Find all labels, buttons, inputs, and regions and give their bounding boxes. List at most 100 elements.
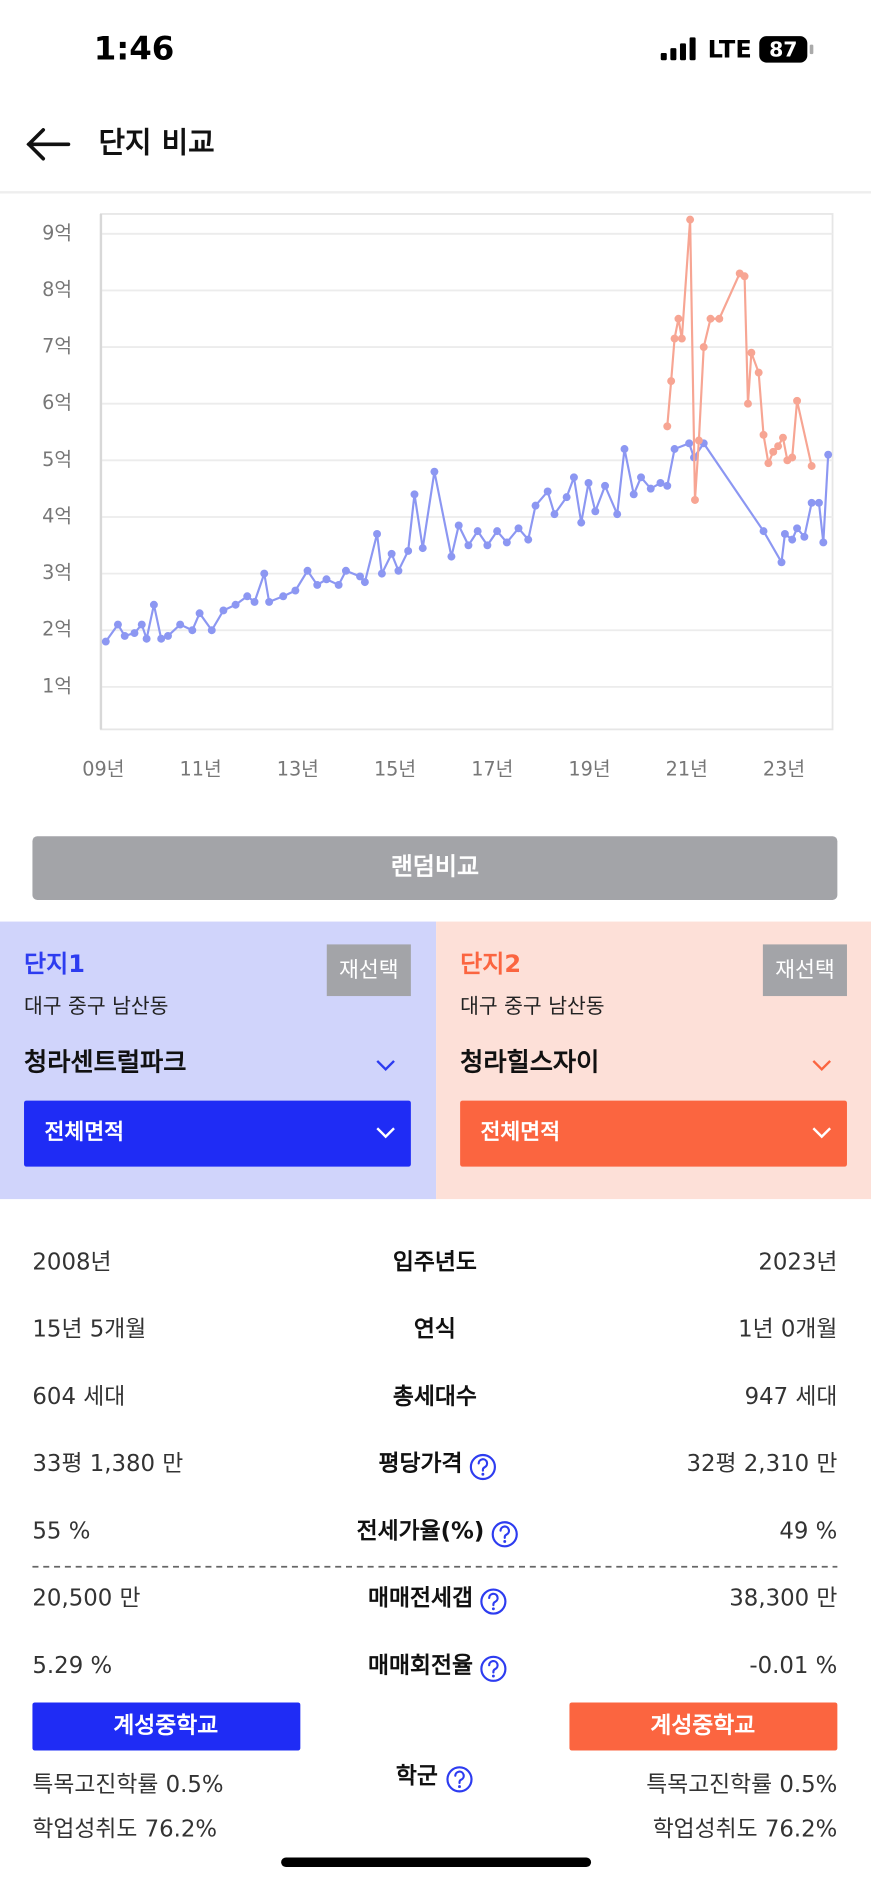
data-point	[550, 510, 559, 519]
data-point	[744, 399, 752, 408]
data-point	[764, 459, 773, 468]
data-point	[377, 569, 386, 578]
complex-name[interactable]: 청라센트럴파크	[24, 1047, 186, 1076]
help-glyph	[499, 1525, 511, 1539]
row-left: 55 %	[32, 1518, 90, 1544]
y-tick-label: 6억	[42, 391, 72, 414]
y-tick-label: 9억	[42, 221, 72, 244]
random-button-label: 랜덤비교	[391, 853, 479, 881]
data-point	[418, 544, 427, 553]
area-dropdown[interactable]	[24, 1100, 411, 1167]
data-point	[356, 572, 364, 581]
help-icon[interactable]	[491, 1521, 518, 1548]
y-tick-label: 5억	[42, 448, 72, 471]
y-tick-label: 8억	[42, 278, 72, 301]
data-point	[774, 442, 783, 451]
comparison-table: 2008년 2023년 입주년도 15년 5개월 1년 0개월 연식 604 세대 947 세…	[32, 1249, 837, 1682]
row-label: 입주년도	[393, 1249, 477, 1275]
data-point	[779, 433, 787, 442]
data-point	[613, 510, 622, 519]
school-badge	[32, 1702, 301, 1751]
data-point	[793, 396, 802, 405]
reselect-label: 재선택	[339, 958, 399, 983]
help-glyph	[488, 1660, 499, 1674]
row-right: 49 %	[779, 1518, 837, 1544]
data-point	[120, 631, 129, 640]
data-point	[715, 314, 724, 323]
help-circle	[491, 1521, 518, 1548]
data-point	[279, 592, 288, 601]
help-dot	[481, 1472, 485, 1476]
back-button[interactable]	[26, 128, 71, 161]
data-point	[387, 549, 396, 558]
row-left: 5.29 %	[32, 1653, 112, 1679]
data-point	[706, 314, 715, 323]
reselect-button[interactable]	[326, 944, 411, 997]
data-point	[188, 626, 197, 635]
random-button[interactable]	[32, 836, 838, 900]
row-label: 연식	[414, 1317, 456, 1343]
help-icon[interactable]	[480, 1655, 507, 1682]
data-point	[780, 529, 789, 538]
chevron	[812, 1127, 832, 1139]
data-point	[670, 445, 679, 453]
data-point	[149, 600, 158, 609]
data-point	[800, 532, 809, 541]
data-point	[464, 541, 473, 550]
data-point	[250, 597, 259, 606]
data-point	[740, 272, 749, 281]
complex-label: 단지1	[24, 950, 85, 978]
help-dot	[491, 1607, 495, 1611]
data-point	[694, 436, 703, 445]
data-point	[677, 334, 686, 343]
y-tick-label: 2억	[42, 618, 72, 641]
help-icon[interactable]	[446, 1766, 473, 1793]
data-point	[291, 586, 300, 595]
row-label: 매매회전율	[368, 1653, 473, 1679]
help-icon[interactable]	[480, 1588, 507, 1615]
data-point	[674, 314, 683, 323]
x-tick-label: 21년	[666, 758, 708, 781]
data-point	[157, 634, 166, 643]
data-point	[824, 450, 833, 459]
chevron	[376, 1060, 395, 1072]
row-left: 33평 1,380 만	[32, 1451, 183, 1477]
data-point	[577, 518, 586, 527]
reselect-label: 재선택	[775, 958, 835, 983]
area-dropdown[interactable]	[460, 1100, 847, 1167]
data-point	[101, 637, 110, 646]
data-point	[601, 481, 610, 490]
data-point	[524, 535, 533, 544]
complex-name[interactable]: 청라힐스자이	[460, 1047, 599, 1076]
data-point	[663, 422, 672, 431]
school-badge	[569, 1702, 838, 1751]
row-left: 2008년	[32, 1249, 111, 1275]
help-circle	[446, 1766, 473, 1793]
data-point	[819, 538, 828, 547]
help-circle	[469, 1453, 496, 1481]
x-tick-label: 19년	[568, 758, 610, 781]
x-tick-label: 11년	[180, 758, 222, 781]
data-point	[691, 496, 699, 504]
data-point	[543, 487, 552, 496]
data-point	[502, 538, 511, 547]
help-icon[interactable]	[469, 1453, 496, 1481]
x-tick-label: 13년	[277, 758, 319, 781]
data-point	[759, 527, 768, 536]
y-tick-label: 7억	[42, 335, 72, 358]
reselect-button[interactable]	[762, 944, 847, 997]
data-point	[473, 527, 482, 536]
chevron	[812, 1060, 832, 1072]
data-point	[656, 479, 665, 487]
row-left: 20,500 만	[32, 1586, 140, 1612]
data-point	[514, 524, 523, 533]
y-tick-label: 3억	[42, 561, 72, 584]
row-right: 38,300 만	[729, 1586, 837, 1612]
complex-location: 대구 중구 남산동	[24, 994, 168, 1018]
chevron	[376, 1127, 395, 1139]
data-point	[303, 566, 312, 575]
data-point	[747, 348, 756, 357]
data-point	[620, 445, 629, 453]
help-circle	[480, 1655, 507, 1682]
data-point	[219, 606, 228, 615]
